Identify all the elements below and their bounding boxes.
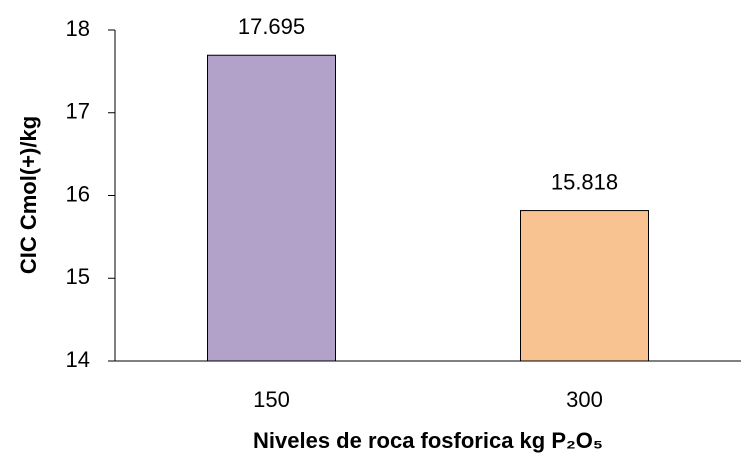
x-tick-label: 300 (566, 387, 603, 412)
y-tick-label: 14 (66, 347, 90, 372)
y-tick-label: 17 (66, 99, 90, 124)
bar (520, 210, 649, 362)
bar (207, 54, 336, 362)
data-label: 15.818 (551, 169, 618, 194)
y-axis-title: CIC Cmol(+)/kg (16, 116, 41, 274)
y-tick-label: 15 (66, 264, 90, 289)
y-tick-label: 18 (66, 16, 90, 41)
y-tick-label: 16 (66, 181, 90, 206)
x-tick-label: 150 (253, 387, 290, 412)
data-label: 17.695 (238, 14, 305, 39)
x-axis-title: Niveles de roca fosforica kg P₂O₅ (253, 428, 603, 453)
